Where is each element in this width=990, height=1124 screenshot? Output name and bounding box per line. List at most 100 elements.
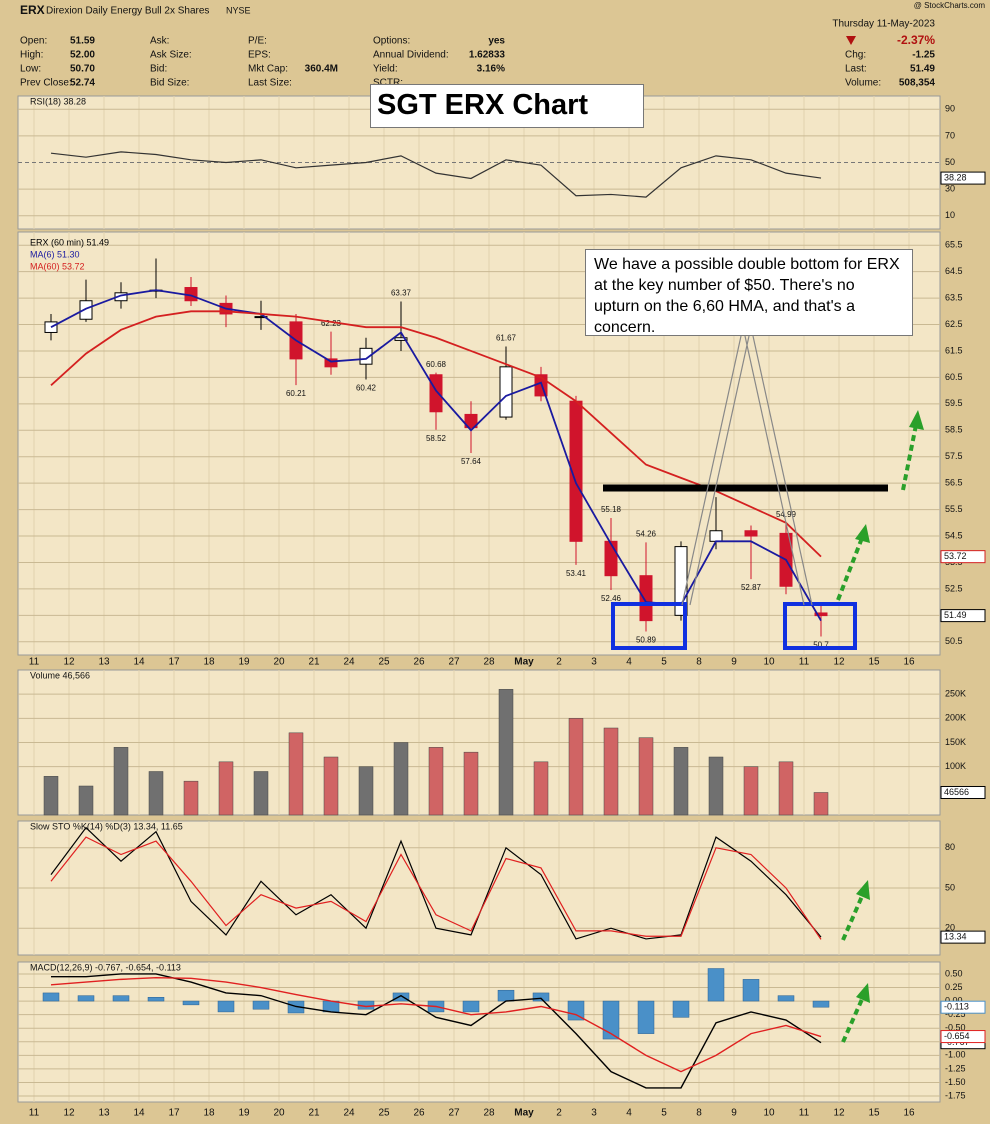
value-tag-box — [940, 1000, 986, 1014]
x-tick-label: 11 — [799, 1108, 810, 1119]
line — [50, 151, 822, 198]
value-tag-box — [940, 930, 986, 944]
low-label: 50.7 — [813, 641, 829, 650]
candle-body — [394, 337, 408, 341]
stat-value: 508,354 — [899, 78, 936, 89]
quote-value: 52.74 — [70, 78, 95, 89]
quote-label: Mkt Cap: — [248, 64, 288, 75]
high-label: 61.67 — [496, 334, 517, 343]
x-tick-label: 4 — [626, 657, 632, 668]
x-tick-label: 12 — [63, 657, 75, 668]
x-tick-label: 24 — [343, 657, 355, 668]
y-tick-label: 65.5 — [945, 240, 963, 250]
value-tag: -0.113 — [944, 1002, 969, 1012]
y-tick-label: 80 — [945, 842, 955, 852]
y-tick-label: 60.5 — [945, 372, 963, 382]
y-tick-label: 50.5 — [945, 636, 963, 646]
x-tick-label: 12 — [833, 657, 845, 668]
volume-bar — [533, 761, 549, 816]
x-tick-label: 20 — [273, 657, 285, 668]
x-tick-label: 15 — [868, 657, 880, 668]
panel-title: MACD(12,26,9) -0.767, -0.654, -0.113 — [30, 962, 181, 972]
y-tick-label: 0.50 — [945, 968, 963, 978]
histogram-bar — [567, 1000, 585, 1021]
volume-bar — [113, 747, 129, 816]
callout-pointer — [681, 335, 813, 606]
y-tick-label: -0.50 — [945, 1023, 966, 1033]
quote-label: High: — [20, 50, 43, 61]
high-label: 60.68 — [426, 360, 447, 369]
volume-bar — [743, 766, 759, 816]
histogram-bar — [42, 992, 60, 1002]
y-tick-label: 150K — [945, 737, 966, 747]
quote-label: Open: — [20, 36, 47, 47]
y-tick-label: 59.5 — [945, 398, 963, 408]
volume-bar — [148, 771, 164, 816]
x-tick-label: 26 — [413, 657, 425, 668]
quote-label: Bid Size: — [150, 78, 189, 89]
volume-bar — [603, 727, 619, 816]
candle-body — [744, 530, 758, 537]
x-tick-label: 11 — [799, 657, 810, 668]
histogram-bar — [497, 989, 515, 1002]
histogram-bar — [707, 968, 725, 1002]
commentary: We have a possible double bottom for ERX… — [585, 249, 913, 336]
candle-body — [814, 612, 828, 617]
high-label: 54.99 — [776, 510, 797, 519]
y-tick-label: -1.00 — [945, 1050, 966, 1060]
legend-entry: MA(6) 51.30 — [30, 249, 80, 259]
bottom-box — [783, 602, 857, 650]
low-label: 60.21 — [286, 389, 307, 398]
x-tick-label: 25 — [378, 1108, 390, 1119]
value-tag: 51.49 — [944, 610, 967, 620]
y-tick-label: 55.5 — [945, 504, 963, 514]
x-tick-label: 13 — [98, 1108, 110, 1119]
volume-bar — [638, 737, 654, 816]
y-tick-label: 61.5 — [945, 345, 963, 355]
x-tick-label: 15 — [868, 1108, 880, 1119]
histogram-bar — [637, 1000, 655, 1034]
x-tick-label: 14 — [133, 1108, 145, 1119]
chart-label: SGT ERX Chart — [370, 84, 644, 128]
x-tick-label: 13 — [98, 657, 110, 668]
x-tick-label: 17 — [168, 657, 180, 668]
histogram-bar — [777, 995, 795, 1002]
volume-bar — [498, 689, 514, 816]
stat-label: Last: — [845, 64, 867, 75]
panel-title: Slow STO %K(14) %D(3) 13.34, 11.65 — [30, 821, 183, 831]
x-tick-label: 5 — [661, 1108, 667, 1119]
quote-value: 360.4M — [305, 64, 338, 75]
volume-bar — [288, 732, 304, 816]
panel-title: RSI(18) 38.28 — [30, 96, 86, 106]
low-label: 52.87 — [741, 583, 762, 592]
volume-bar — [778, 761, 794, 816]
x-tick-label: 18 — [203, 1108, 215, 1119]
panel-title: Volume 46,566 — [30, 670, 90, 680]
stat-value: -1.25 — [912, 50, 935, 61]
value-tag: 38.28 — [944, 172, 967, 182]
low-label: 57.64 — [461, 457, 482, 466]
quote-value: 51.59 — [70, 36, 95, 47]
line — [50, 289, 822, 622]
y-tick-label: 250K — [945, 689, 966, 699]
histogram-bar — [742, 979, 760, 1002]
y-tick-label: 70 — [945, 130, 955, 140]
stat-label: Volume: — [845, 78, 881, 89]
x-tick-label: 17 — [168, 1108, 180, 1119]
legend-entry: MA(60) 53.72 — [30, 261, 85, 271]
value-tag-box — [940, 1030, 986, 1044]
x-tick-label: 21 — [308, 1108, 320, 1119]
volume-bar — [218, 761, 234, 816]
quote-label: Last Size: — [248, 78, 292, 89]
value-tag: -0.654 — [944, 1031, 970, 1041]
candle-body — [254, 316, 268, 319]
histogram-bar — [462, 1000, 480, 1013]
candle-body — [44, 321, 58, 333]
low-label: 60.42 — [356, 384, 377, 393]
histogram-bar — [182, 1000, 200, 1006]
value-tag-box — [940, 171, 986, 185]
y-tick-label: 10 — [945, 210, 955, 220]
volume-bar — [358, 766, 374, 816]
